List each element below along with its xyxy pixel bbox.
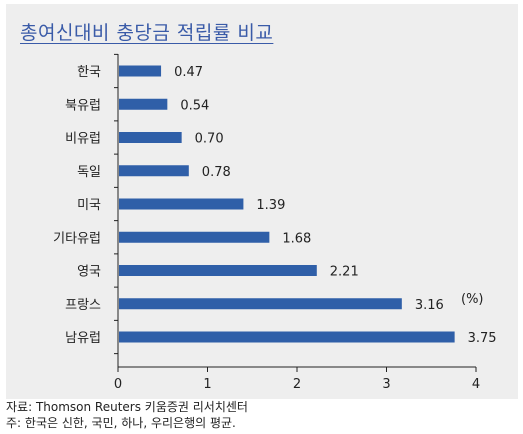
category-label: 영국 — [77, 265, 101, 280]
bar — [119, 198, 244, 210]
value-label: 0.54 — [180, 98, 209, 113]
category-label: 남유럽 — [65, 331, 101, 346]
category-label: 기타유럽 — [53, 231, 101, 246]
x-tick-label: 4 — [472, 377, 480, 392]
value-label: 0.70 — [195, 132, 224, 147]
category-label: 프랑스 — [65, 298, 101, 313]
x-tick-label: 1 — [203, 377, 211, 392]
value-label: 1.39 — [256, 198, 285, 213]
value-label: 0.47 — [174, 65, 203, 80]
bar — [119, 132, 182, 143]
bar — [119, 231, 270, 243]
composition-note: 주: 한국은 신한, 국민, 하나, 우리은행의 평균. — [6, 416, 236, 430]
category-label: 비유럽 — [65, 132, 101, 147]
bar — [119, 98, 168, 110]
value-label: 2.21 — [330, 265, 359, 280]
value-label: 0.78 — [202, 165, 231, 180]
value-label: 3.16 — [415, 298, 444, 313]
bar — [119, 65, 162, 77]
value-label: 1.68 — [282, 231, 311, 246]
bar — [119, 298, 402, 310]
unit-annotation: (%) — [461, 292, 484, 307]
category-label: 북유럽 — [65, 98, 101, 113]
category-label: 한국 — [77, 65, 101, 80]
chart-panel: 총여신대비 충당금 적립률 비교 0 1 2 3 4 한국 0.47 북유럽 0.54 비유럽 0.… — [6, 4, 518, 399]
bar — [119, 265, 317, 276]
chart-title: 총여신대비 충당금 적립률 비교 — [20, 22, 274, 44]
bar — [119, 331, 455, 343]
x-tick-label: 2 — [293, 377, 301, 392]
bar — [119, 165, 189, 177]
x-tick-label: 3 — [382, 377, 390, 392]
value-label: 3.75 — [468, 331, 497, 346]
x-tick-label: 0 — [114, 377, 122, 392]
bar-chart: 0 1 2 3 4 한국 0.47 북유럽 0.54 비유럽 0.70 독일 0.78 미국 1.39 기타유… — [53, 53, 497, 392]
category-label: 독일 — [77, 165, 101, 180]
footnotes: 자료: Thomson Reuters 키움증권 리서치센터 주: 한국은 신한… — [6, 399, 248, 431]
source-note: 자료: Thomson Reuters 키움증권 리서치센터 — [6, 400, 248, 414]
category-label: 미국 — [77, 198, 101, 213]
